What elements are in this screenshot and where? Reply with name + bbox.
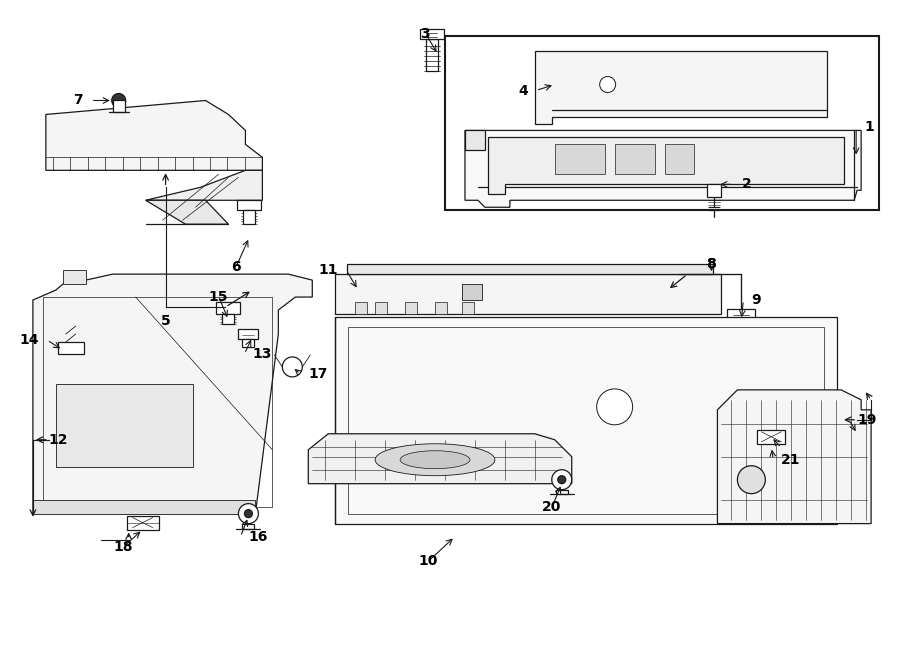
Text: 1: 1 — [864, 120, 874, 134]
Polygon shape — [347, 264, 714, 274]
Polygon shape — [462, 302, 474, 314]
Polygon shape — [335, 274, 722, 314]
Polygon shape — [615, 144, 654, 174]
Text: 5: 5 — [161, 314, 170, 328]
Polygon shape — [717, 390, 871, 524]
Text: 15: 15 — [209, 290, 229, 304]
Polygon shape — [707, 184, 722, 197]
Polygon shape — [462, 284, 482, 300]
Polygon shape — [242, 339, 255, 347]
Circle shape — [737, 465, 765, 494]
Polygon shape — [58, 342, 84, 354]
Text: 10: 10 — [418, 553, 437, 567]
Polygon shape — [488, 138, 844, 194]
Polygon shape — [63, 270, 86, 284]
Polygon shape — [127, 516, 158, 530]
Text: 20: 20 — [542, 500, 562, 514]
Polygon shape — [33, 500, 256, 514]
Polygon shape — [758, 430, 786, 444]
Polygon shape — [242, 524, 255, 528]
Circle shape — [552, 470, 572, 490]
Circle shape — [238, 504, 258, 524]
Ellipse shape — [400, 451, 470, 469]
Polygon shape — [238, 329, 258, 339]
Text: 11: 11 — [319, 263, 338, 277]
Circle shape — [245, 510, 252, 518]
Polygon shape — [405, 302, 417, 314]
Text: 17: 17 — [309, 367, 328, 381]
Polygon shape — [243, 211, 256, 224]
Polygon shape — [465, 130, 861, 207]
Polygon shape — [664, 144, 695, 174]
Text: 12: 12 — [49, 433, 68, 447]
Circle shape — [597, 389, 633, 425]
Text: 6: 6 — [230, 260, 240, 274]
Polygon shape — [556, 490, 568, 494]
Text: 2: 2 — [742, 177, 751, 191]
Text: 21: 21 — [781, 453, 801, 467]
Polygon shape — [146, 170, 263, 201]
Polygon shape — [356, 302, 367, 314]
Circle shape — [283, 357, 302, 377]
Polygon shape — [535, 50, 827, 124]
Text: 9: 9 — [752, 293, 761, 307]
Text: 7: 7 — [73, 93, 83, 107]
Text: 14: 14 — [20, 333, 39, 347]
Polygon shape — [727, 309, 755, 327]
Polygon shape — [217, 302, 240, 314]
Text: 18: 18 — [112, 540, 132, 553]
Text: 8: 8 — [706, 257, 716, 271]
Polygon shape — [420, 28, 444, 38]
Polygon shape — [426, 38, 438, 71]
Polygon shape — [146, 201, 229, 224]
Text: 3: 3 — [420, 26, 430, 40]
Polygon shape — [465, 130, 485, 150]
Polygon shape — [435, 302, 447, 314]
Text: 8: 8 — [706, 257, 716, 271]
Polygon shape — [112, 101, 125, 113]
Polygon shape — [309, 434, 572, 484]
Polygon shape — [335, 317, 837, 524]
Polygon shape — [33, 274, 312, 514]
Text: 4: 4 — [518, 83, 527, 97]
Text: 16: 16 — [248, 530, 268, 544]
Circle shape — [558, 476, 566, 484]
Circle shape — [599, 77, 616, 93]
Polygon shape — [554, 144, 605, 174]
Polygon shape — [238, 201, 261, 211]
Text: 19: 19 — [857, 413, 877, 427]
Text: 13: 13 — [252, 347, 272, 361]
Polygon shape — [375, 302, 387, 314]
Ellipse shape — [375, 444, 495, 476]
Polygon shape — [222, 314, 235, 324]
Polygon shape — [46, 101, 263, 170]
Bar — [445, 36, 879, 211]
Circle shape — [112, 93, 126, 107]
Polygon shape — [56, 384, 193, 467]
